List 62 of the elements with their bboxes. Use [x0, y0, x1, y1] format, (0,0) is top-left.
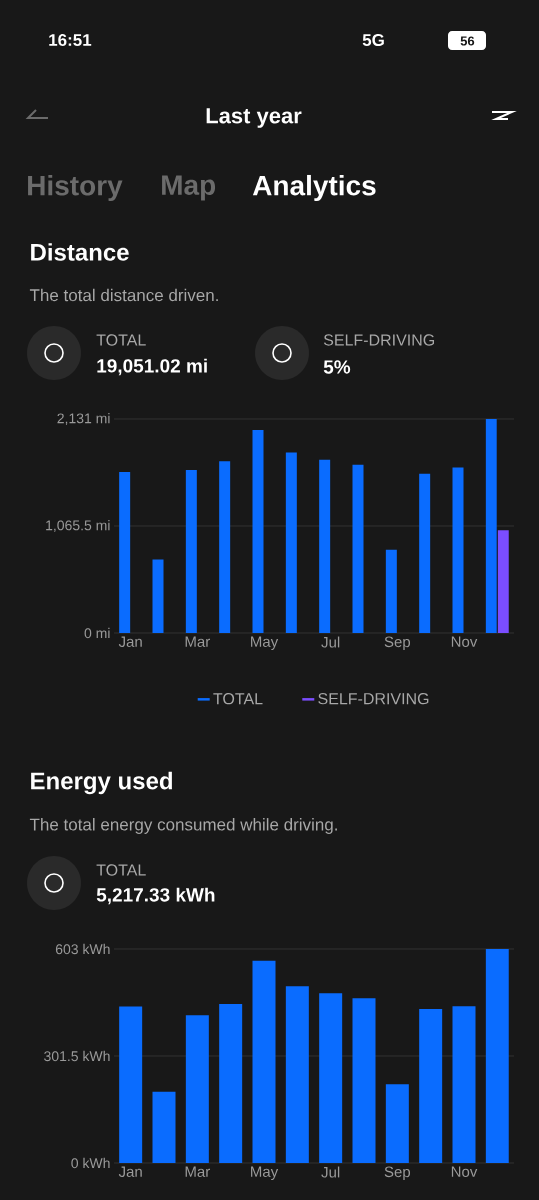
x-tick-label: Mar	[185, 1166, 210, 1177]
bar	[352, 464, 364, 633]
bar	[252, 960, 276, 1163]
text: TOTAL	[96, 334, 146, 346]
chart-subtitle: The total distance driven.	[29, 288, 218, 302]
bar	[285, 986, 309, 1163]
bar	[485, 418, 497, 633]
bar	[185, 1015, 209, 1163]
x-tick-label: May	[251, 636, 279, 650]
x-tick-label: Nov	[451, 1166, 478, 1177]
text: Map	[162, 175, 216, 201]
bar	[119, 472, 131, 633]
y-tick-label: 1,065.5 mi	[46, 520, 110, 532]
y-tick-label: 0 mi	[84, 627, 110, 639]
text: 16:51	[49, 33, 92, 47]
chart-title: Distance	[31, 243, 129, 261]
bar	[385, 549, 397, 633]
x-tick-label: Mar	[185, 636, 210, 647]
bar	[219, 461, 231, 633]
y-tick-label: 0 kWh	[71, 1157, 110, 1169]
legend-label: TOTAL	[213, 693, 263, 705]
bar	[419, 473, 431, 633]
y-tick-label: 301.5 kWh	[44, 1050, 110, 1062]
x-tick-label: May	[251, 1166, 279, 1180]
bar	[385, 1084, 409, 1163]
bar	[452, 467, 464, 633]
text: 56	[460, 36, 475, 46]
text: TOTAL	[96, 864, 146, 876]
x-tick-label: Jan	[118, 636, 142, 647]
bar	[319, 459, 331, 633]
x-tick-label: Jul	[321, 1166, 340, 1178]
y-tick-label: 603 kWh	[55, 943, 110, 955]
x-tick-label: Sep	[384, 1166, 411, 1181]
bar	[485, 949, 509, 1163]
text: SELF-DRIVING	[323, 334, 435, 346]
legend-label: SELF-DRIVING	[318, 693, 429, 705]
x-tick-label: Nov	[451, 636, 478, 647]
bar	[185, 470, 197, 633]
bar	[152, 559, 164, 633]
bar	[152, 1091, 176, 1163]
y-tick-label: 2,131 mi	[57, 413, 110, 425]
bar	[252, 430, 264, 633]
bar	[319, 993, 343, 1163]
bar	[452, 1006, 476, 1163]
chart-title: Energy used	[31, 771, 172, 795]
bar	[352, 998, 376, 1163]
text: 5,217.33 kWh	[96, 887, 215, 905]
text: 19,051.02 mi	[97, 358, 207, 376]
bar	[419, 1008, 443, 1163]
x-tick-label: Sep	[384, 636, 411, 651]
x-tick-label: Jul	[321, 636, 340, 648]
text: 5%	[323, 360, 351, 374]
chart-subtitle: The total energy consumed while driving.	[29, 818, 337, 834]
text: Analytics	[252, 174, 376, 202]
bar	[497, 530, 509, 633]
bar	[219, 1004, 243, 1163]
bar	[119, 1006, 143, 1163]
text: 5G	[362, 33, 384, 47]
text: History	[28, 174, 123, 202]
text: Last year	[206, 108, 302, 128]
bar	[285, 452, 297, 633]
x-tick-label: Jan	[118, 1166, 142, 1177]
